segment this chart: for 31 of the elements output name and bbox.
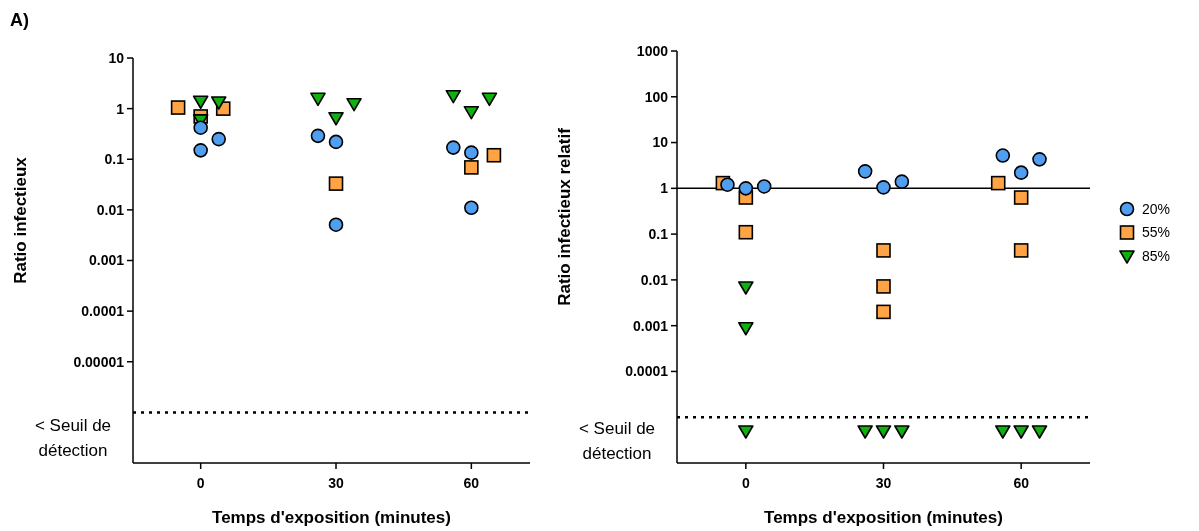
x-axis-title: Temps d'exposition (minutes) bbox=[764, 508, 1003, 527]
y-tick-label: 100 bbox=[644, 88, 669, 105]
y-tick-label: 1 bbox=[660, 180, 669, 197]
legend-label: 20% bbox=[1142, 200, 1171, 217]
text: A) bbox=[10, 10, 29, 30]
y-tick-label: 10 bbox=[652, 134, 669, 151]
y-tick-label: 0.0001 bbox=[625, 363, 669, 380]
y-tick-label: 0.01 bbox=[96, 201, 125, 218]
y-tick-label: 0.00001 bbox=[73, 353, 125, 370]
y-tick-label: 10 bbox=[108, 49, 125, 66]
legend-label: 55% bbox=[1142, 224, 1171, 241]
x-axis-title: Temps d'exposition (minutes) bbox=[212, 508, 451, 527]
ref-line-label: < Seuil de détection bbox=[578, 418, 656, 463]
y-tick-label: 0.1 bbox=[104, 151, 125, 168]
y-tick-label: 0.0001 bbox=[81, 303, 125, 320]
legend-label: 85% bbox=[1142, 247, 1171, 264]
x-tick-label: 30 bbox=[875, 475, 892, 491]
y-tick-label: 0.01 bbox=[640, 271, 669, 288]
x-tick-label: 60 bbox=[463, 475, 480, 491]
y-axis-title: Ratio infectieux bbox=[11, 156, 30, 284]
y-tick-label: 0.001 bbox=[632, 317, 669, 334]
y-tick-label: 0.1 bbox=[648, 226, 669, 243]
y-tick-label: 0.001 bbox=[88, 252, 125, 269]
y-tick-label: 1000 bbox=[636, 42, 669, 59]
x-tick-label: 0 bbox=[741, 475, 750, 491]
y-tick-label: 1 bbox=[116, 100, 125, 117]
x-tick-label: 60 bbox=[1013, 475, 1030, 491]
x-tick-label: 30 bbox=[328, 475, 345, 491]
y-axis-title: Ratio infectieux relatif bbox=[555, 127, 574, 306]
x-tick-label: 0 bbox=[196, 475, 205, 491]
ref-line-label: < Seuil de détection bbox=[34, 416, 112, 461]
